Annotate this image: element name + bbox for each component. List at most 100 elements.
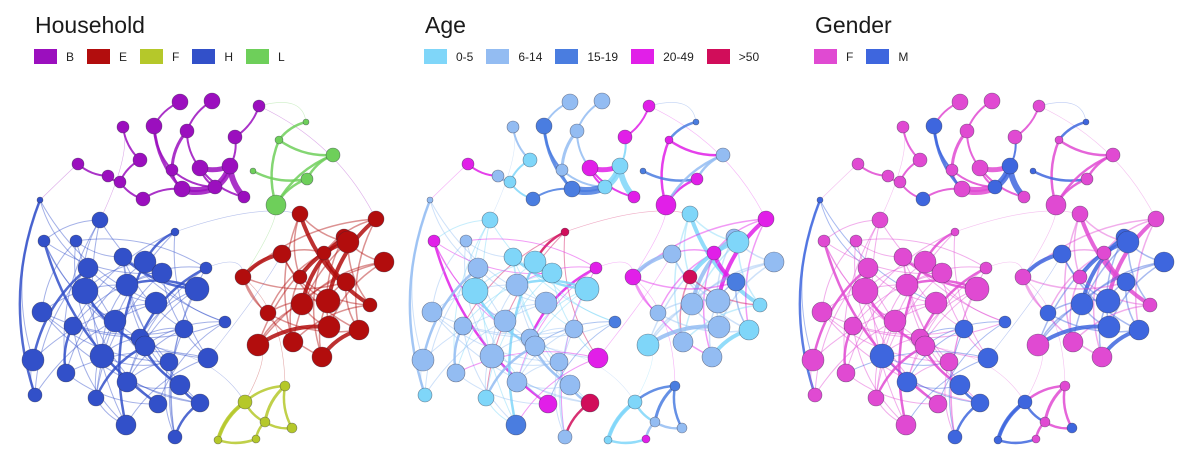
- network-node: [949, 374, 971, 396]
- network-node: [174, 319, 194, 339]
- network-node: [580, 393, 600, 413]
- network-node: [705, 288, 731, 314]
- network-node: [221, 157, 239, 175]
- network-edge: [906, 288, 978, 383]
- network-node: [103, 309, 127, 333]
- network-edge: [1061, 253, 1140, 331]
- network-node: [116, 120, 130, 134]
- network-edge: [126, 288, 198, 383]
- network-node: [505, 273, 529, 297]
- network-node: [503, 175, 517, 189]
- legend-swatch: [866, 49, 890, 64]
- network-node: [300, 172, 314, 186]
- network-node: [557, 429, 573, 445]
- network-edge: [65, 261, 146, 374]
- network-node: [1091, 346, 1113, 368]
- network-node: [881, 169, 895, 183]
- network-node: [135, 191, 151, 207]
- network-node: [564, 319, 584, 339]
- network-edge: [845, 261, 926, 374]
- network-edge: [1073, 213, 1081, 278]
- network-node: [246, 333, 270, 357]
- network-node: [928, 394, 948, 414]
- network-node: [569, 123, 585, 139]
- network-edge: [157, 321, 226, 405]
- network-node: [587, 347, 609, 369]
- network-node: [446, 363, 466, 383]
- network-node: [1105, 147, 1121, 163]
- network-edge: [34, 302, 157, 396]
- network-edge: [542, 124, 574, 191]
- network-edge: [481, 219, 517, 426]
- network-node: [1082, 118, 1090, 126]
- network-edge: [855, 238, 987, 269]
- legend-label: F: [172, 49, 180, 64]
- network-edge: [632, 276, 737, 290]
- network-node: [336, 230, 360, 254]
- network-node: [649, 416, 661, 428]
- network-node: [541, 262, 563, 284]
- network-edge: [485, 231, 566, 399]
- network-node: [611, 157, 629, 175]
- network-edge: [173, 231, 209, 359]
- network-node: [134, 335, 156, 357]
- network-edge: [902, 256, 950, 363]
- network-node: [218, 315, 232, 329]
- network-node: [895, 414, 917, 436]
- network-edge: [424, 302, 547, 396]
- network-edge: [462, 325, 517, 426]
- network-edge: [937, 321, 1006, 405]
- network-node: [491, 169, 505, 183]
- network-edge: [43, 240, 163, 275]
- household-network: [18, 92, 395, 445]
- network-node: [931, 262, 953, 284]
- network-node: [1062, 331, 1084, 353]
- network-node: [56, 363, 76, 383]
- network-edge: [72, 325, 127, 426]
- network-edge: [1022, 276, 1127, 290]
- network-node: [574, 276, 600, 302]
- network-edge: [845, 351, 989, 374]
- network-edge: [852, 272, 943, 327]
- network-node: [237, 394, 253, 410]
- age-title: Age: [425, 12, 466, 38]
- network-edge: [606, 437, 648, 445]
- network-node: [213, 435, 223, 445]
- legend-item-l: L: [246, 49, 285, 64]
- network-edge: [1022, 276, 1066, 387]
- network-node: [851, 277, 879, 305]
- network-edge: [277, 138, 335, 157]
- network-edge: [515, 357, 599, 426]
- network-edge: [41, 311, 185, 336]
- network-edge: [429, 163, 469, 201]
- network-edge: [528, 266, 598, 340]
- network-edge: [702, 252, 715, 358]
- network-node: [481, 211, 499, 229]
- legend-label: H: [224, 49, 234, 64]
- network-edge: [1134, 218, 1157, 331]
- network-node: [738, 319, 760, 341]
- network-node: [893, 247, 913, 267]
- network-edge: [822, 239, 940, 406]
- network-node: [857, 257, 879, 279]
- legend-swatch: [246, 49, 270, 64]
- network-edge: [422, 302, 547, 361]
- network-node: [959, 123, 975, 139]
- network-node: [171, 93, 189, 111]
- network-edge: [1043, 384, 1067, 424]
- network-node: [801, 348, 825, 372]
- legend-label: B: [66, 49, 75, 64]
- network-edge: [812, 302, 937, 361]
- network-edge: [879, 219, 1006, 323]
- network-node: [682, 269, 698, 285]
- network-node: [207, 179, 223, 195]
- network-node: [426, 196, 434, 204]
- network-node: [325, 147, 341, 163]
- network-node: [849, 234, 863, 248]
- network-edge: [168, 328, 185, 438]
- network-node: [453, 316, 473, 336]
- network-node: [987, 179, 1003, 195]
- network-node: [559, 374, 581, 396]
- network-edge: [647, 261, 775, 346]
- network-node: [983, 92, 1001, 110]
